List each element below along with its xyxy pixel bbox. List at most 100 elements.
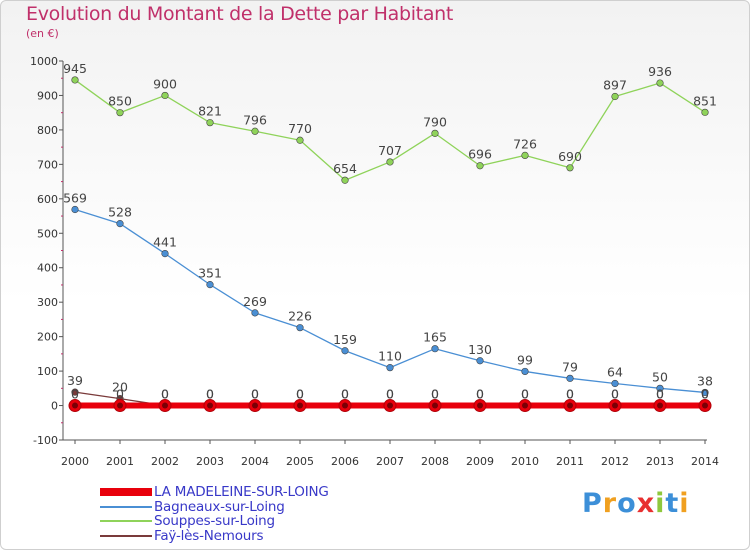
x-tick-label: 2008 <box>421 455 449 468</box>
data-label: 796 <box>243 112 267 127</box>
data-label: 770 <box>288 121 312 136</box>
y-tick-label: 600 <box>37 193 58 206</box>
data-label: 0 <box>116 387 124 402</box>
data-point <box>431 345 439 353</box>
logo-letter: i <box>679 488 690 519</box>
data-point <box>251 127 259 135</box>
data-label: 528 <box>108 205 132 220</box>
data-point <box>341 347 349 355</box>
data-point <box>656 384 664 392</box>
data-label: 790 <box>423 114 447 129</box>
data-point-core <box>612 402 618 409</box>
data-point-core <box>297 402 303 409</box>
data-label: 821 <box>198 104 222 119</box>
data-point <box>251 309 259 317</box>
data-point <box>521 151 529 160</box>
x-tick-label: 2007 <box>376 455 404 468</box>
data-label: 0 <box>296 387 304 402</box>
data-point <box>206 281 214 289</box>
chart-title: Evolution du Montant de la Dette par Hab… <box>26 3 454 25</box>
data-label: 0 <box>431 387 439 402</box>
data-point <box>116 220 124 228</box>
data-label: 64 <box>607 364 623 379</box>
y-tick-label: 500 <box>37 227 58 240</box>
data-label: 165 <box>423 330 447 345</box>
data-label: 569 <box>63 190 87 205</box>
data-label: 0 <box>341 387 349 402</box>
data-point <box>611 92 619 101</box>
y-tick-label: 300 <box>37 296 58 309</box>
data-point <box>701 388 709 397</box>
legend-swatch <box>100 520 152 522</box>
data-point-core <box>477 402 483 409</box>
data-point <box>476 357 484 365</box>
data-label: 0 <box>386 387 394 402</box>
data-label: 0 <box>476 387 484 402</box>
data-label: 0 <box>251 387 259 402</box>
data-point-core <box>387 402 393 409</box>
data-point-core <box>72 402 78 409</box>
data-point <box>566 374 574 382</box>
data-label: 0 <box>656 387 664 402</box>
x-tick-label: 2002 <box>151 455 179 468</box>
logo-letter: i <box>655 488 666 519</box>
data-point <box>521 367 529 376</box>
data-point <box>161 91 169 100</box>
data-label: 79 <box>562 359 578 374</box>
x-tick-label: 2005 <box>286 455 314 468</box>
y-tick-label: 900 <box>37 89 58 102</box>
data-label: 50 <box>652 369 668 384</box>
x-tick-label: 2012 <box>601 455 629 468</box>
data-label: 0 <box>611 387 619 402</box>
data-point <box>611 379 619 388</box>
data-label: 0 <box>341 387 349 402</box>
x-tick-label: 2003 <box>196 455 224 468</box>
data-label: 0 <box>206 387 214 402</box>
data-label: 0 <box>296 387 304 402</box>
proxiti-logo: Proxiti <box>582 488 690 519</box>
data-point-core <box>567 402 573 409</box>
data-point <box>296 324 304 332</box>
legend-swatch <box>100 505 152 508</box>
unit-label: (en €) <box>26 27 59 40</box>
data-label: 0 <box>251 387 259 402</box>
y-tick-label: 800 <box>37 124 58 137</box>
data-label: 130 <box>468 342 492 357</box>
data-label: 0 <box>701 387 709 402</box>
logo-letter: r <box>602 488 618 519</box>
data-point <box>341 176 349 184</box>
data-label: 159 <box>333 332 357 347</box>
data-label: 0 <box>386 387 394 402</box>
legend-label: LA MADELEINE-SUR-LOING <box>154 484 329 500</box>
data-label: 897 <box>603 77 627 92</box>
data-label: 0 <box>71 387 79 402</box>
data-label: 945 <box>63 61 87 76</box>
data-label: 0 <box>521 387 529 402</box>
y-tick-label: 100 <box>37 365 58 378</box>
data-label: 0 <box>161 387 169 402</box>
data-label: 39 <box>67 373 83 388</box>
data-point <box>656 79 664 87</box>
logo-letter: P <box>582 488 603 519</box>
data-label: 0 <box>566 387 574 402</box>
x-tick-label: 2013 <box>646 455 674 468</box>
data-point <box>701 108 709 116</box>
data-point-core <box>117 402 123 409</box>
x-tick-label: 2000 <box>61 455 89 468</box>
x-tick-label: 2001 <box>106 455 134 468</box>
data-point-core <box>162 402 168 409</box>
data-label: 936 <box>648 64 672 79</box>
x-tick-label: 2009 <box>466 455 494 468</box>
data-label: 707 <box>378 143 402 158</box>
data-label: 0 <box>476 387 484 402</box>
legend-label: Faÿ-lès-Nemours <box>154 527 264 544</box>
data-point-core <box>522 402 528 409</box>
data-point <box>386 158 394 166</box>
data-point-core <box>657 402 663 409</box>
data-label: 0 <box>701 387 709 402</box>
data-label: 654 <box>333 161 357 176</box>
data-label: 38 <box>697 373 713 388</box>
data-label: 226 <box>288 309 312 324</box>
data-label: 0 <box>206 387 214 402</box>
